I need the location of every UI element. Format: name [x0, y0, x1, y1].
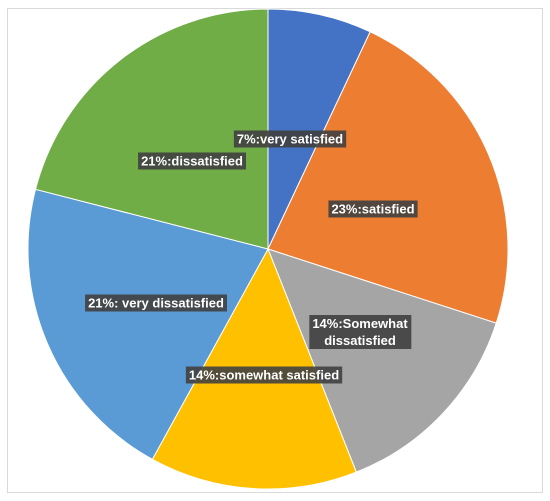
- pie-slice-satisfied: [267, 31, 509, 324]
- svg-text:14%:somewhat satisfied: 14%:somewhat satisfied: [189, 368, 339, 383]
- pie-slice-very-dissatisfied: [27, 188, 269, 460]
- svg-text:23%:satisfied: 23%:satisfied: [331, 202, 414, 217]
- data-label-satisfied: 23%:satisfied: [328, 200, 418, 218]
- pie-labels: 7%:very satisfied 23%:satisfied 14%:Somewh…: [85, 130, 418, 384]
- svg-text:21%:dissatisfied: 21%:dissatisfied: [141, 154, 243, 169]
- data-label-box: [309, 315, 412, 349]
- data-label-somewhat-satisfied: 14%:somewhat satisfied: [185, 366, 343, 384]
- svg-text:14%:Somewhat: 14%:Somewhat: [312, 316, 408, 331]
- pie-slice-very-satisfied: [267, 8, 371, 250]
- pie-slice-somewhat-dissatisfied: [267, 248, 497, 473]
- data-label-box: [85, 294, 227, 312]
- svg-text:dissatisfied: dissatisfied: [324, 333, 396, 348]
- pie-slices: [27, 8, 509, 490]
- pie-slice-dissatisfied: [34, 8, 269, 250]
- data-label-somewhat-dissatisfied: 14%:Somewhat dissatisfied: [309, 315, 412, 349]
- data-label-dissatisfied: 21%:dissatisfied: [138, 152, 246, 170]
- svg-text:21%: very dissatisfied: 21%: very dissatisfied: [88, 296, 224, 311]
- data-label-box: [138, 152, 246, 170]
- data-label-very-dissatisfied: 21%: very dissatisfied: [85, 294, 227, 312]
- data-label-box: [328, 200, 418, 218]
- svg-text:7%:very satisfied: 7%:very satisfied: [237, 132, 343, 147]
- data-label-very-satisfied: 7%:very satisfied: [233, 130, 347, 148]
- data-label-box: [185, 366, 343, 384]
- data-label-box: [233, 130, 347, 148]
